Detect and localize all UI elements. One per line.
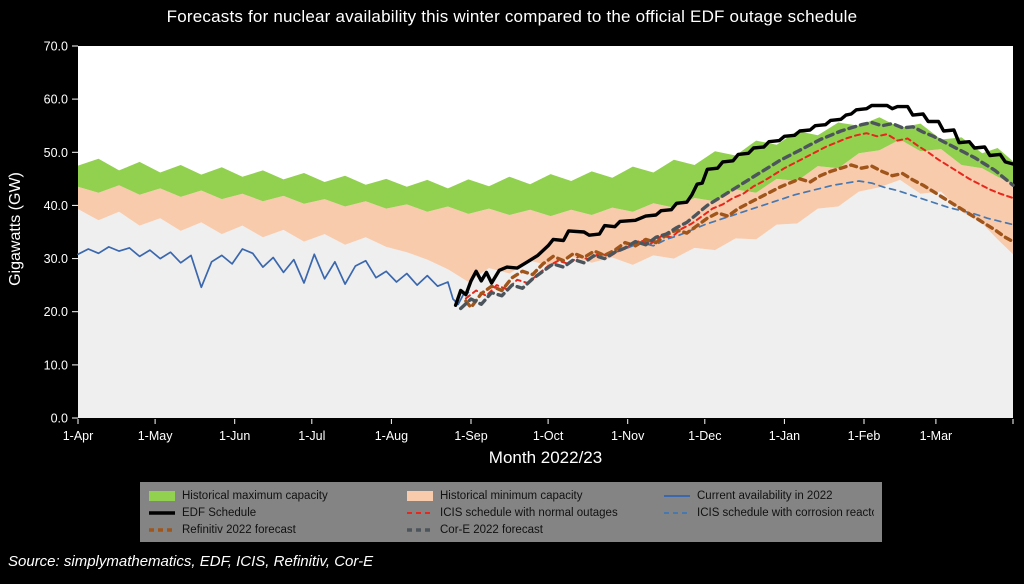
legend-item-historical-maximum-capacity: Historical maximum capacity — [148, 487, 406, 504]
x-tick-label: 1-Jul — [298, 429, 325, 443]
legend-item-current-availability-in-2022: Current availability in 2022 — [663, 487, 874, 504]
band-under-range — [78, 179, 1013, 418]
series-icis-schedule-with-normal-outages — [464, 132, 1014, 300]
y-tick-label: 70.0 — [44, 40, 68, 54]
y-tick-label: 60.0 — [44, 93, 68, 107]
legend-label: EDF Schedule — [182, 506, 257, 519]
legend-swatch-line-thick-icon — [149, 510, 175, 515]
x-tick-label: 1-Mar — [920, 429, 953, 443]
series-current-availability-in-2022 — [77, 246, 470, 306]
legend-item-refinitiv-2022-forecast: Refinitiv 2022 forecast — [148, 521, 406, 538]
legend-item-cor-e-2022-forecast: Cor-E 2022 forecast — [406, 521, 663, 538]
chart-legend: Historical maximum capacity Historical mi… — [140, 482, 882, 542]
series-icis-schedule-with-corrosion-reactors-offline — [626, 180, 1014, 249]
y-tick-label: 30.0 — [44, 252, 68, 266]
legend-item-icis-schedule-with-normal-outages: ICIS schedule with normal outages — [406, 504, 663, 521]
legend-label: ICIS schedule with corrosion reactors of… — [697, 506, 874, 519]
chart-title: Forecasts for nuclear availability this … — [166, 7, 858, 26]
x-tick-label: 1-Feb — [848, 429, 881, 443]
legend-label: Current availability in 2022 — [697, 489, 833, 502]
series-edf-schedule — [453, 103, 1015, 307]
band-historical-maximum-capacity — [78, 117, 1013, 217]
legend-item-edf-schedule: EDF Schedule — [148, 504, 406, 521]
x-tick-label: 1-Jan — [769, 429, 800, 443]
x-tick-label: 1-Jun — [219, 429, 250, 443]
series-refinitiv-2022-forecast — [464, 163, 1015, 310]
source-note: Source: simplymathematics, EDF, ICIS, Re… — [8, 553, 374, 570]
legend-label: ICIS schedule with normal outages — [440, 506, 618, 519]
x-tick-label: 1-Apr — [63, 429, 94, 443]
x-tick-label: 1-Aug — [375, 429, 408, 443]
legend-swatch-dash-thick-icon — [407, 527, 433, 532]
legend-swatch-area-icon — [149, 490, 175, 501]
legend-label: Cor-E 2022 forecast — [440, 523, 543, 536]
x-tick-label: 1-May — [138, 429, 173, 443]
legend-swatch-line-thin-icon — [664, 494, 690, 497]
legend-item-historical-minimum-capacity: Historical minimum capacity — [406, 487, 663, 504]
band-historical-minimum-capacity — [78, 139, 1013, 282]
legend-swatch-area-icon — [407, 490, 433, 501]
x-tick-label: 1-Dec — [688, 429, 721, 443]
y-tick-label: 20.0 — [44, 305, 68, 319]
legend-item-icis-schedule-with-corrosion-reactors-offline: ICIS schedule with corrosion reactors of… — [663, 504, 874, 521]
legend-label: Refinitiv 2022 forecast — [182, 523, 296, 536]
legend-label: Historical minimum capacity — [440, 489, 583, 502]
legend-swatch-dash-thin-icon — [664, 511, 690, 514]
y-tick-label: 50.0 — [44, 146, 68, 160]
legend-swatch-dash-thick-icon — [149, 527, 175, 532]
y-tick-label: 40.0 — [44, 199, 68, 213]
x-tick-label: 1-Nov — [611, 429, 645, 443]
legend-label: Historical maximum capacity — [182, 489, 328, 502]
x-tick-label: 1-Oct — [533, 429, 564, 443]
x-tick-label: 1-Sep — [454, 429, 487, 443]
y-tick-label: 0.0 — [51, 412, 68, 426]
series-cor-e-2022-forecast — [459, 120, 1015, 311]
legend-swatch-dash-thin-icon — [407, 511, 433, 514]
x-axis-title: Month 2022/23 — [488, 448, 603, 467]
y-axis-title: Gigawatts (GW) — [7, 172, 24, 286]
y-tick-label: 10.0 — [44, 358, 68, 372]
